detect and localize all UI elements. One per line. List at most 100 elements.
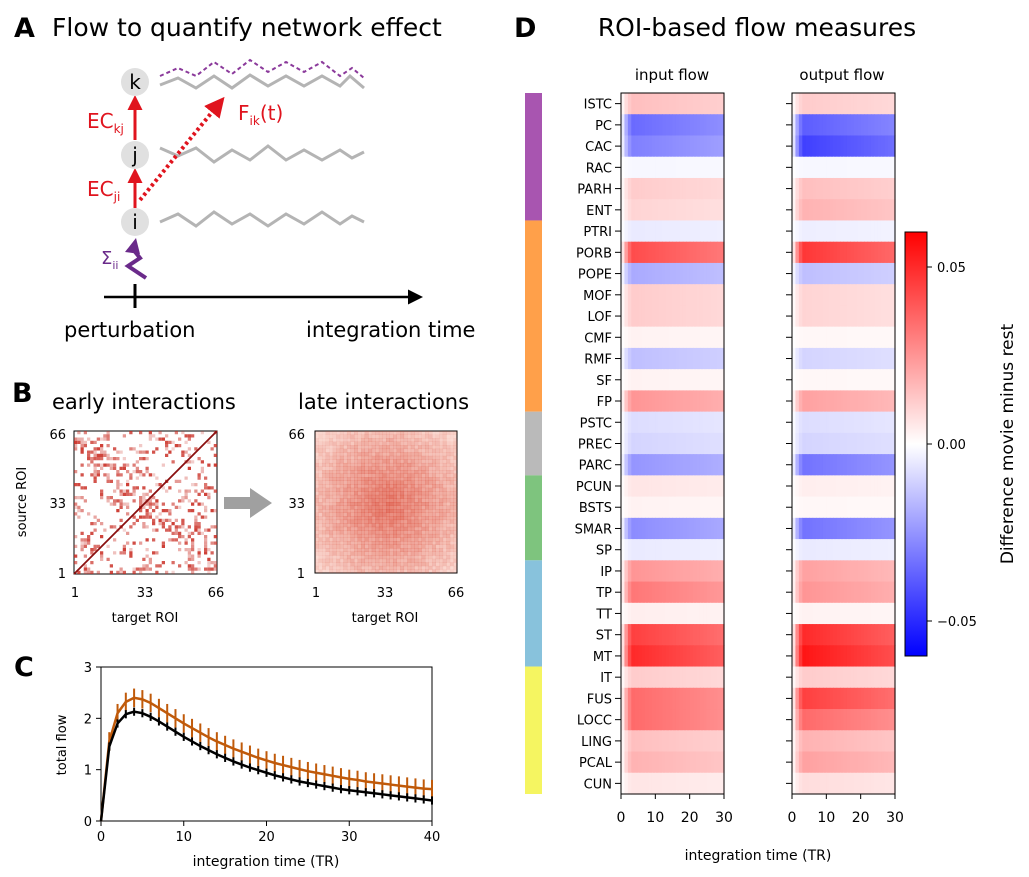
input-flow-cell bbox=[658, 411, 663, 434]
late-matrix-cell bbox=[368, 466, 373, 471]
late-matrix-cell bbox=[407, 551, 412, 556]
output-flow-cell bbox=[850, 539, 855, 561]
late-matrix-cell bbox=[449, 473, 454, 478]
output-flow-cell bbox=[857, 199, 862, 222]
input-flow-cell bbox=[638, 326, 643, 349]
node-i: i bbox=[121, 208, 149, 236]
output-flow-cell bbox=[874, 114, 879, 137]
output-flow-cell bbox=[850, 624, 855, 646]
input-flow-cell bbox=[658, 454, 663, 476]
early-matrix-cell bbox=[187, 466, 191, 470]
input-flow-cell bbox=[655, 347, 660, 370]
late-matrix-cell bbox=[329, 533, 334, 538]
input-flow-cell bbox=[710, 666, 715, 689]
input-flow-cell bbox=[631, 411, 636, 434]
late-matrix-cell bbox=[428, 487, 433, 492]
input-flow-cell bbox=[627, 156, 632, 179]
late-matrix-cell bbox=[364, 530, 369, 535]
early-matrix-cell bbox=[174, 538, 178, 542]
output-flow-cell bbox=[877, 687, 882, 710]
input-flow-cell bbox=[672, 751, 677, 774]
early-matrix-cell bbox=[191, 531, 195, 535]
input-flow-cell bbox=[641, 411, 646, 434]
input-flow-cell bbox=[710, 241, 715, 264]
colorbar-tick-pos: 0.05 bbox=[937, 261, 966, 276]
late-matrix-cell bbox=[354, 569, 358, 574]
input-flow-cell bbox=[634, 645, 639, 668]
late-matrix-cell bbox=[439, 494, 444, 499]
input-flow-cell bbox=[713, 539, 718, 561]
late-matrix-cell bbox=[318, 548, 323, 552]
early-matrix-cell bbox=[116, 470, 120, 474]
input-flow-cell bbox=[686, 284, 691, 307]
late-matrix-cell bbox=[371, 455, 376, 460]
output-flow-title: output flow bbox=[799, 66, 884, 84]
output-flow-cell bbox=[867, 517, 872, 540]
input-flow-cell bbox=[665, 539, 670, 561]
late-matrix-cell bbox=[368, 562, 373, 567]
late-matrix-cell bbox=[339, 462, 344, 467]
input-flow-cell bbox=[717, 475, 722, 498]
input-flow-cell bbox=[634, 772, 639, 795]
late-matrix-cell bbox=[339, 502, 344, 506]
late-matrix-cell bbox=[389, 445, 394, 450]
late-matrix-cell bbox=[357, 555, 362, 560]
late-matrix-cell bbox=[403, 502, 408, 506]
late-matrix-cell bbox=[325, 455, 330, 460]
output-flow-cell bbox=[884, 390, 889, 413]
late-matrix-cell bbox=[432, 533, 436, 538]
early-matrix-cell bbox=[213, 509, 217, 513]
output-flow-cell bbox=[864, 326, 869, 349]
late-matrix-cell bbox=[336, 466, 341, 471]
output-flow-cell bbox=[802, 241, 807, 264]
node-j-label: j bbox=[131, 143, 138, 167]
input-flow-cell bbox=[720, 135, 725, 158]
late-matrix-cell bbox=[364, 502, 369, 506]
output-flow-cell bbox=[874, 496, 879, 519]
late-matrix-cell bbox=[432, 434, 436, 439]
late-matrix-cell bbox=[371, 438, 376, 442]
output-flow-cell bbox=[836, 93, 841, 115]
early-matrix-cell bbox=[96, 463, 100, 467]
late-matrix-cell bbox=[322, 498, 326, 503]
late-matrix-cell bbox=[446, 544, 451, 549]
late-matrix-cell bbox=[357, 470, 362, 474]
input-flow-cell bbox=[706, 156, 711, 179]
input-flow-cell bbox=[710, 390, 715, 413]
late-matrix-cell bbox=[325, 466, 330, 471]
output-flow-cell bbox=[891, 517, 896, 540]
output-flow-cell bbox=[809, 709, 814, 731]
late-matrix-cell bbox=[329, 551, 334, 556]
late-matrix-cell bbox=[346, 441, 351, 446]
late-matrix-cell bbox=[343, 533, 348, 538]
output-flow-cell bbox=[846, 602, 851, 625]
output-flow-cell bbox=[812, 539, 817, 561]
output-flow-cell bbox=[846, 390, 851, 413]
output-flow-cell bbox=[816, 241, 821, 264]
late-matrix-cell bbox=[318, 494, 323, 499]
output-flow-cell bbox=[884, 305, 889, 328]
output-flow-cell bbox=[802, 93, 807, 115]
late-matrix-cell bbox=[343, 509, 348, 513]
late-matrix-cell bbox=[368, 484, 373, 489]
early-matrix-cell bbox=[165, 518, 169, 522]
input-flow-cell bbox=[720, 539, 725, 561]
late-matrix-cell bbox=[407, 455, 412, 460]
output-flow-cell bbox=[850, 135, 855, 158]
early-matrix-cell bbox=[132, 541, 136, 545]
input-flow-cell bbox=[672, 156, 677, 179]
late-matrix-cell bbox=[410, 565, 415, 570]
output-flow-cell bbox=[867, 751, 872, 774]
late-matrix-cell bbox=[389, 526, 394, 531]
late-matrix-cell bbox=[361, 491, 365, 496]
late-matrix-cell bbox=[389, 466, 394, 471]
input-flow-cell bbox=[679, 135, 684, 158]
early-matrix-cell bbox=[122, 457, 126, 461]
late-matrix-cell bbox=[371, 565, 376, 570]
late-matrix-cell bbox=[325, 555, 330, 560]
late-matrix-cell bbox=[382, 505, 387, 510]
late-matrix-cell bbox=[318, 434, 323, 439]
output-flow-cell bbox=[829, 687, 834, 710]
input-flow-cell bbox=[696, 496, 701, 519]
output-flow-cell bbox=[795, 156, 800, 179]
